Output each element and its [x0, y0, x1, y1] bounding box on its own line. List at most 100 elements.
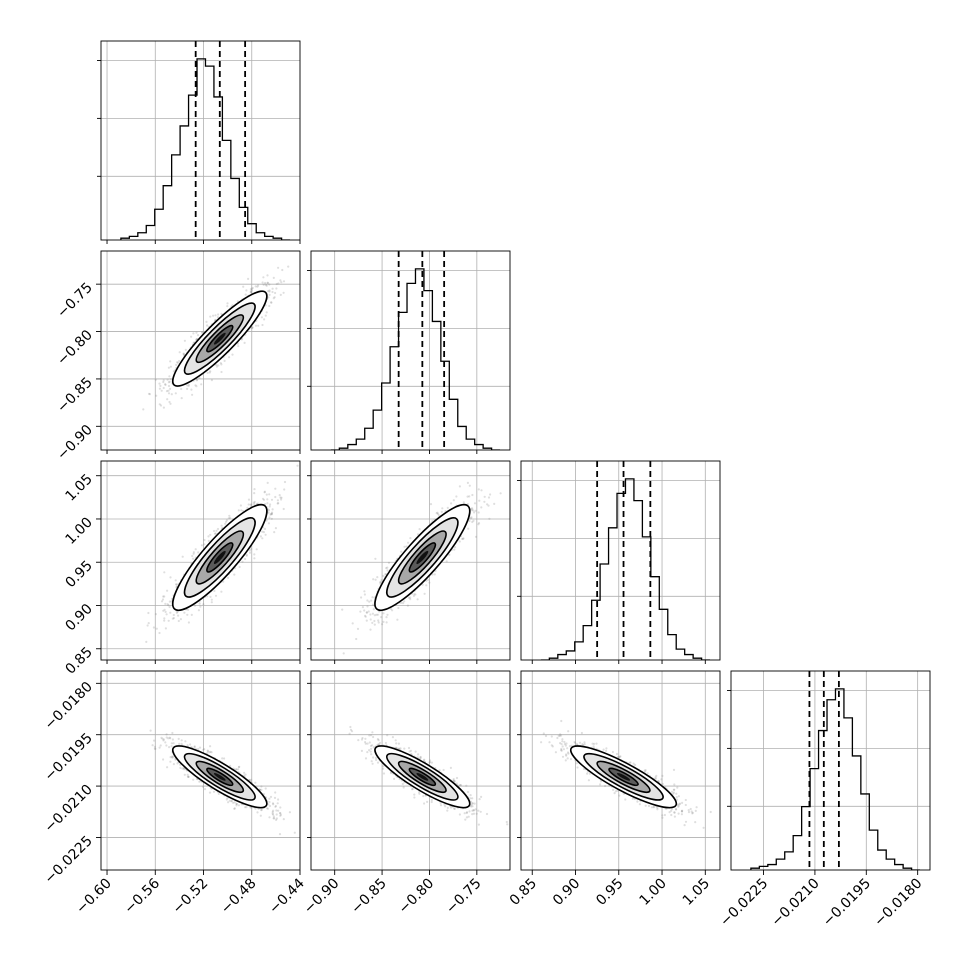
scatter-point — [277, 809, 280, 812]
scatter-frame-1-0 — [100, 250, 301, 451]
scatter-point — [169, 402, 172, 405]
scatter-point — [160, 389, 163, 392]
scatter-point — [175, 583, 178, 586]
scatter-point — [224, 520, 228, 524]
scatter-point — [268, 804, 272, 808]
scatter-point — [382, 612, 385, 615]
scatter-point — [187, 621, 190, 624]
scatter-point — [253, 492, 256, 495]
histogram-content-1 — [311, 251, 510, 450]
scatter-point — [190, 388, 193, 391]
scatter-point — [272, 803, 275, 806]
scatter-point — [265, 807, 269, 810]
scatter-point — [152, 626, 155, 629]
scatter-point — [206, 371, 209, 374]
scatter-point — [177, 619, 180, 623]
scatter-point — [251, 286, 254, 290]
scatter-point — [471, 507, 474, 510]
scatter-point — [186, 775, 190, 778]
scatter-point — [209, 315, 212, 318]
scatter-point — [179, 766, 182, 770]
scatter-point — [192, 552, 195, 555]
scatter-point — [226, 302, 229, 305]
scatter-point — [266, 807, 270, 810]
scatter-panel-1-0 — [100, 250, 301, 451]
scatter-point — [171, 731, 174, 735]
scatter-point — [277, 282, 280, 285]
scatter-point — [160, 600, 164, 603]
scatter-point — [176, 361, 179, 364]
scatter-point — [174, 579, 177, 582]
scatter-point — [385, 616, 388, 619]
scatter-point — [268, 289, 271, 292]
scatter-point — [470, 509, 473, 512]
scatter-point — [238, 565, 241, 569]
scatter-point — [274, 805, 277, 808]
scatter-point — [183, 339, 186, 342]
scatter-point — [237, 766, 240, 769]
scatter-point — [249, 503, 252, 506]
scatter-point — [396, 618, 399, 621]
scatter-point — [146, 624, 149, 627]
scatter-point — [487, 504, 490, 507]
scatter-point — [384, 573, 387, 576]
scatter-point — [261, 281, 264, 284]
scatter-point — [279, 293, 282, 296]
scatter-point — [192, 332, 195, 335]
scatter-point — [237, 768, 240, 771]
scatter-point — [361, 606, 364, 609]
scatter-point — [161, 598, 165, 601]
scatter-point — [270, 301, 273, 304]
scatter-point — [267, 522, 270, 525]
scatter-point — [169, 576, 172, 579]
scatter-point — [203, 538, 206, 542]
scatter-point — [249, 291, 252, 294]
scatter-point — [429, 503, 433, 506]
scatter-point — [466, 495, 469, 498]
scatter-point — [228, 514, 231, 517]
histogram-panel-3 — [727, 670, 931, 871]
scatter-point — [263, 318, 266, 321]
scatter-point — [166, 603, 169, 606]
scatter-point — [165, 390, 169, 393]
scatter-point — [296, 464, 299, 467]
scatter-point — [250, 547, 253, 551]
scatter-frame-2-0 — [100, 460, 301, 661]
scatter-point — [233, 807, 236, 810]
scatter-point — [245, 553, 248, 556]
scatter-point — [186, 384, 189, 387]
scatter-point — [158, 382, 161, 385]
scatter-point — [265, 493, 268, 496]
scatter-point — [363, 609, 366, 612]
scatter-point — [206, 752, 209, 755]
scatter-point — [187, 775, 190, 779]
scatter-point — [280, 498, 283, 501]
scatter-point — [172, 370, 175, 373]
scatter-point — [452, 499, 455, 502]
scatter-point — [162, 380, 165, 384]
contour-line-2 — [397, 530, 447, 585]
scatter-point — [261, 323, 264, 327]
scatter-point — [473, 511, 476, 514]
scatter-point — [215, 365, 218, 368]
density-level-4 — [416, 550, 429, 565]
scatter-point — [445, 560, 448, 563]
scatter-point — [162, 609, 165, 612]
scatter-point — [169, 387, 172, 390]
scatter-point — [270, 513, 273, 516]
scatter-point — [194, 384, 197, 387]
scatter-point — [468, 484, 471, 487]
scatter-point — [214, 594, 218, 597]
histogram-step-1 — [330, 268, 501, 450]
scatter-point — [267, 509, 271, 512]
scatter-point — [342, 652, 345, 655]
scatter-point — [400, 601, 403, 605]
scatter-point — [282, 291, 285, 294]
scatter-point — [153, 739, 156, 742]
density-level-4 — [213, 550, 226, 565]
scatter-point — [162, 739, 165, 742]
scatter-point — [268, 493, 271, 496]
scatter-content-1-0 — [101, 251, 300, 450]
scatter-point — [266, 274, 269, 277]
scatter-point — [270, 517, 273, 520]
